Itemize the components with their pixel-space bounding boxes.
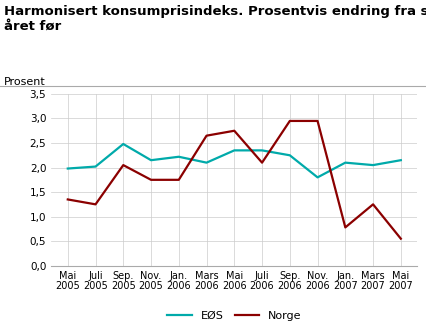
Norge [176, 178, 181, 182]
EØS [65, 167, 70, 170]
Norge [371, 202, 376, 206]
EØS [149, 158, 154, 162]
EØS [232, 148, 237, 152]
EØS [204, 161, 209, 165]
Text: Prosent: Prosent [4, 77, 46, 87]
EØS [176, 155, 181, 159]
Norge [259, 161, 265, 165]
Norge [343, 226, 348, 229]
Norge [398, 237, 403, 241]
EØS [371, 163, 376, 167]
Text: Harmonisert konsumprisindeks. Prosentvis endring fra samme måned
året før: Harmonisert konsumprisindeks. Prosentvis… [4, 3, 426, 33]
EØS [315, 175, 320, 179]
Legend: EØS, Norge: EØS, Norge [163, 307, 306, 324]
Norge [204, 134, 209, 138]
EØS [121, 142, 126, 146]
Norge [65, 198, 70, 202]
Norge [149, 178, 154, 182]
EØS [398, 158, 403, 162]
EØS [287, 153, 292, 157]
Line: EØS: EØS [68, 144, 401, 177]
Norge [121, 163, 126, 167]
Norge [93, 202, 98, 206]
EØS [259, 148, 265, 152]
Line: Norge: Norge [68, 121, 401, 239]
Norge [232, 129, 237, 133]
EØS [93, 165, 98, 168]
Norge [287, 119, 292, 123]
Norge [315, 119, 320, 123]
EØS [343, 161, 348, 165]
